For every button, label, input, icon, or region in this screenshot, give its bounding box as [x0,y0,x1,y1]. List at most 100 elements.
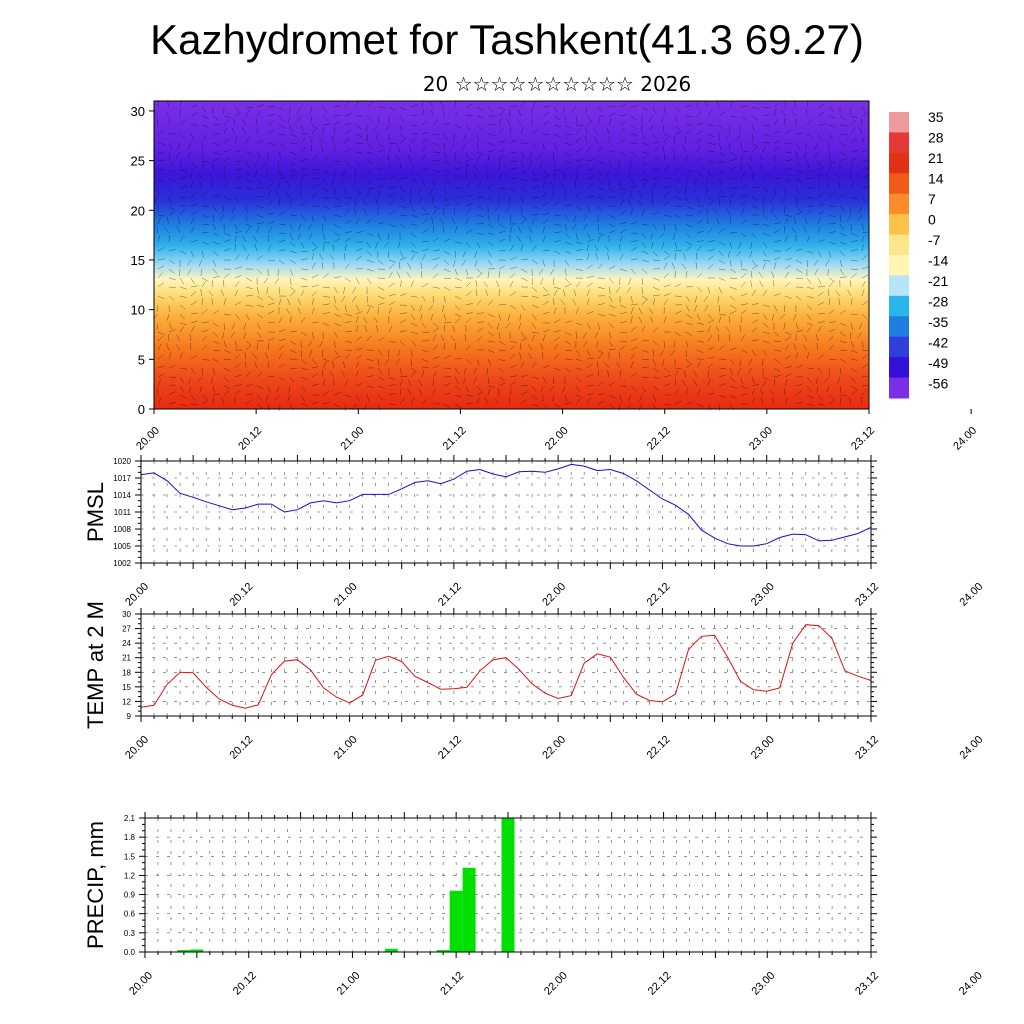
x-tick-label: 22.00 [540,581,568,609]
colorbar-segment [889,193,909,215]
x-tick-label: 21.12 [436,581,464,609]
y-tick-label: 1.5 [124,852,136,861]
precip-bar [384,948,398,952]
x-tick-label: 23.00 [749,581,777,609]
x-tick-label: 23.12 [849,425,877,453]
panel-frame [140,613,872,717]
y-tick-label: 30 [122,610,131,619]
x-tick-label: 20.00 [127,970,155,998]
y-axis-title: PRECIP, mm [83,821,108,949]
colorbar-label: 21 [928,150,944,166]
colorbar-segment [889,173,909,195]
y-tick-label: 1014 [113,491,131,500]
y-tick-label: 21 [122,654,131,663]
colorbar-label: -7 [928,232,941,248]
x-tick-label: 22.00 [540,734,568,762]
colorbar-segment [889,132,909,154]
x-tick-label: 23.00 [749,734,777,762]
x-tick-label: 20.00 [123,734,151,762]
colorbar-segment [889,112,909,133]
x-tick-label: 20.12 [227,734,255,762]
colorbar-label: -49 [928,355,948,371]
precip-bar [190,949,204,952]
cross-section-field [154,101,869,409]
colorbar-segment [889,275,909,297]
precip-bar [501,818,515,952]
y-tick-label: 0.0 [124,948,136,957]
colorbar-segment [889,295,909,317]
y-tick-label: 0.3 [124,929,136,938]
colorbar-segment [889,316,909,338]
y-tick-label: 1017 [113,474,131,483]
y-tick-label: 9 [127,712,132,721]
colorbar-label: -42 [928,335,948,351]
y-tick-label: 18 [122,668,131,677]
precip-bar [177,950,191,952]
x-tick-label: 24.00 [957,970,985,998]
x-tick-label: 22.12 [645,734,673,762]
x-tick-label: 24.00 [957,734,985,762]
x-tick-label: 21.00 [332,734,360,762]
colorbar-label: -14 [928,253,948,269]
colorbar-label: 7 [928,191,936,207]
page-title: Kazhydromet for Tashkent(41.3 69.27) [150,16,864,63]
y-tick-label: 25 [131,154,145,169]
wind-vectors [153,99,870,412]
colorbar-label: -28 [928,294,948,310]
cross-section-frame [153,100,870,410]
x-tick-label: 21.12 [438,970,466,998]
x-tick-label: 21.00 [335,970,363,998]
colorbar-segment [889,234,909,256]
y-tick-label: 1008 [113,525,131,534]
colorbar-segment [889,377,909,399]
x-tick-label: 22.00 [543,425,571,453]
x-tick-label: 22.12 [646,970,674,998]
x-tick-label: 23.00 [749,970,777,998]
x-tick-label: 21.00 [332,581,360,609]
y-tick-label: 1.2 [124,871,136,880]
colorbar-segment [889,152,909,174]
series-line [140,463,872,547]
y-tick-label: 2.1 [124,814,136,823]
y-tick-label: 15 [131,253,145,268]
x-tick-label: 20.12 [231,970,259,998]
x-tick-label: 23.12 [853,581,881,609]
precip-bar [462,867,476,952]
x-tick-label: 23.12 [853,734,881,762]
x-tick-label: 20.12 [227,581,255,609]
y-tick-label: 20 [131,203,145,218]
y-tick-label: 0.6 [124,910,136,919]
y-tick-label: 0.9 [124,891,136,900]
colorbar-label: 0 [928,212,936,228]
y-tick-label: 1.8 [124,833,136,842]
colorbar-segment [889,255,909,276]
precip-bar [449,890,463,952]
x-tick-label: 21.12 [436,734,464,762]
x-tick-label: 23.00 [747,425,775,453]
y-tick-label: 1005 [113,542,131,551]
y-axis-title: PMSL [83,482,108,542]
x-tick-label: 23.12 [853,970,881,998]
colorbar-label: -35 [928,314,948,330]
y-tick-label: 12 [122,697,131,706]
colorbar-label: -56 [928,376,948,392]
y-tick-label: 1011 [114,508,132,517]
x-tick-label: 22.12 [645,581,673,609]
x-tick-label: 20.00 [134,425,162,453]
colorbar-segment [889,357,909,379]
y-tick-label: 27 [122,625,131,634]
page-subtitle: 20 ☆☆☆☆☆☆☆☆☆☆ 2026 [422,72,692,96]
colorbar-label: 35 [928,109,944,125]
y-tick-label: 15 [122,683,131,692]
y-tick-label: 5 [138,352,145,367]
y-axis-title: TEMP at 2 M [83,601,108,729]
series-line [140,624,872,709]
x-tick-label: 20.00 [123,581,151,609]
y-tick-label: 30 [131,104,145,119]
x-tick-label: 21.12 [441,425,469,453]
colorbar-segment [889,336,909,358]
y-tick-label: 1002 [113,559,131,568]
x-tick-label: 24.00 [951,425,979,453]
x-tick-label: 20.12 [236,425,264,453]
